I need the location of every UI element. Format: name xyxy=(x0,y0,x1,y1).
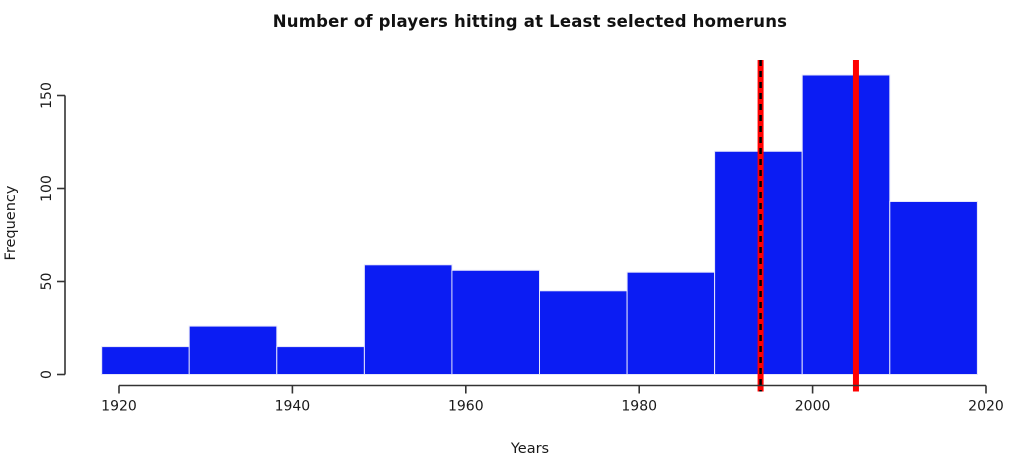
chart-title: Number of players hitting at Least selec… xyxy=(272,12,788,31)
y-tick-label: 50 xyxy=(39,273,55,291)
histogram-bar xyxy=(101,346,190,376)
y-tick-label: 100 xyxy=(39,175,55,202)
histogram-bar xyxy=(626,271,716,376)
y-tick-label: 0 xyxy=(39,370,55,379)
x-tick-label: 1920 xyxy=(101,399,137,415)
histogram-bar xyxy=(188,325,278,376)
x-tick-label: 2000 xyxy=(795,399,831,415)
x-tick-label: 1940 xyxy=(275,399,311,415)
x-tick-label: 1980 xyxy=(621,399,657,415)
x-axis-label: Years xyxy=(510,441,550,457)
histogram-bar xyxy=(889,201,978,375)
histogram-bar xyxy=(539,290,628,375)
x-tick-label: 1960 xyxy=(448,399,484,415)
y-tick-label: 150 xyxy=(39,82,55,109)
y-axis-label: Frequency xyxy=(3,185,19,261)
histogram-bar xyxy=(801,74,891,375)
histogram-bar xyxy=(276,346,365,376)
histogram-bar xyxy=(363,264,453,375)
x-tick-label: 2020 xyxy=(968,399,1004,415)
histogram-bar xyxy=(451,269,540,375)
